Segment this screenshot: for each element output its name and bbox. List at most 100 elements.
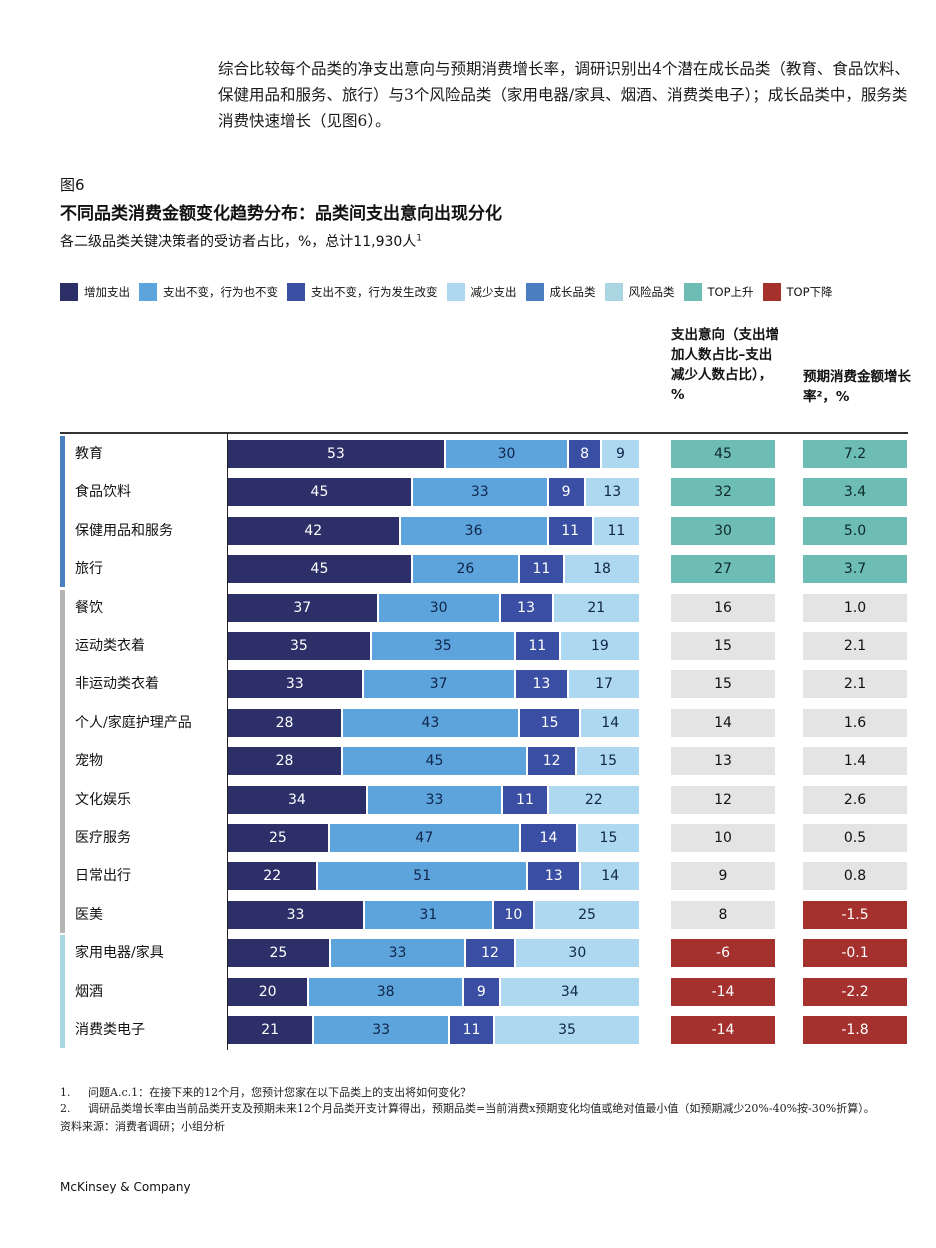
decrease-spend-segment: 30 (515, 939, 639, 968)
category-label: 文化娱乐 (75, 791, 131, 808)
net-intent-value: 9 (671, 862, 775, 891)
unchanged-changed-behavior-segment: 11 (515, 632, 561, 660)
legend-label: 成长品类 (549, 285, 596, 299)
stacked-bar: 33 31 10 25 (228, 900, 639, 929)
source-note: 资料来源：消费者调研；小组分析 (60, 1120, 225, 1133)
decrease-spend-segment: 18 (565, 555, 639, 584)
chart-row: 非运动类衣着 33 37 13 17 15 2.1 (0, 670, 936, 699)
growth-rate-value: -2.2 (803, 977, 907, 1006)
unchanged-same-behavior-segment: 26 (412, 555, 520, 584)
growth-rate-value: 3.4 (803, 478, 907, 507)
chart-row: 餐饮 37 30 13 21 16 1.0 (0, 593, 936, 622)
category-label: 烟酒 (75, 983, 103, 1000)
increase-spend-segment: 53 (228, 440, 446, 468)
chart-row: 保健用品和服务 42 36 11 11 30 5.0 (0, 516, 936, 545)
group-marker (60, 589, 65, 933)
chart-row: 个人/家庭护理产品 28 43 15 14 14 1.6 (0, 708, 936, 737)
stacked-bar: 45 26 11 18 (228, 555, 639, 584)
growth-rate-value: 5.0 (803, 516, 907, 545)
intro-paragraph: 综合比较每个品类的净支出意向与预期消费增长率，调研识别出4个潜在成长品类（教育、… (218, 60, 910, 130)
unchanged-same-behavior-segment: 45 (343, 747, 529, 776)
increase-spend-segment: 45 (228, 478, 413, 507)
footnotes: 1. 问题A.c.1：在接下来的12个月，您预计您家在以下品类上的支出将如何变化？… (60, 1085, 920, 1135)
net-intent-value: -14 (671, 977, 775, 1006)
decrease-spend-segment: 35 (495, 1016, 639, 1044)
stacked-bar: 33 37 13 17 (228, 670, 639, 699)
growth-rate-value: 0.8 (803, 862, 907, 891)
decrease-spend-segment: 14 (581, 708, 639, 737)
legend-item: 风险品类 (604, 283, 675, 301)
figure-title: 不同品类消费金额变化趋势分布：品类间支出意向出现分化 (60, 204, 502, 224)
increase-spend-segment: 42 (228, 516, 401, 545)
figure-subtitle-text: 各二级品类关键决策者的受访者占比，%，总计11,930人 (60, 234, 417, 250)
figure-subtitle: 各二级品类关键决策者的受访者占比，%，总计11,930人1 (60, 231, 422, 251)
legend-item: 支出不变，行为发生改变 (287, 283, 438, 301)
legend-label: TOP下降 (786, 285, 833, 299)
legend-swatch (683, 283, 702, 301)
legend-item: 减少支出 (446, 283, 517, 301)
net-intent-value: 13 (671, 747, 775, 776)
unchanged-changed-behavior-segment: 11 (519, 555, 565, 584)
unchanged-changed-behavior-segment: 10 (493, 900, 536, 929)
increase-spend-segment: 25 (228, 824, 330, 852)
legend-item: TOP上升 (683, 283, 754, 301)
decrease-spend-segment: 25 (535, 900, 639, 929)
stacked-bar: 28 43 15 14 (228, 708, 639, 737)
decrease-spend-segment: 14 (581, 862, 639, 891)
chart-row: 教育 53 30 8 9 45 7.2 (0, 440, 936, 468)
footnote: 2. 调研品类增长率由当前品类开支及预期未来12个月品类开支计算得出，预期品类=当… (60, 1101, 920, 1117)
increase-spend-segment: 22 (228, 862, 319, 891)
legend-swatch (287, 283, 305, 301)
unchanged-changed-behavior-segment: 9 (464, 977, 501, 1006)
unchanged-changed-behavior-segment: 15 (519, 708, 582, 737)
decrease-spend-segment: 11 (593, 516, 639, 545)
net-intent-value: 45 (671, 440, 775, 468)
stacked-bar: 20 38 9 34 (228, 977, 639, 1006)
footnote-text: 问题A.c.1：在接下来的12个月，您预计您家在以下品类上的支出将如何变化？ (88, 1086, 472, 1099)
unchanged-changed-behavior-segment: 11 (449, 1016, 496, 1044)
unchanged-changed-behavior-segment: 13 (528, 862, 582, 891)
increase-spend-segment: 33 (228, 670, 364, 699)
category-label: 个人/家庭护理产品 (75, 714, 192, 731)
category-label: 旅行 (75, 561, 103, 578)
brand-logo-text: McKinsey & Company (60, 1180, 191, 1194)
decrease-spend-segment: 22 (548, 785, 639, 814)
category-label: 保健用品和服务 (75, 522, 173, 539)
unchanged-changed-behavior-segment: 12 (528, 747, 578, 776)
unchanged-same-behavior-segment: 33 (314, 1016, 450, 1044)
increase-spend-segment: 21 (228, 1016, 315, 1044)
unchanged-changed-behavior-segment: 13 (500, 593, 554, 622)
stacked-bar: 35 35 11 19 (228, 632, 639, 660)
legend-label: 支出不变，行为也不变 (163, 285, 278, 299)
net-intent-value: 10 (671, 824, 775, 852)
footnote-list: 1. 问题A.c.1：在接下来的12个月，您预计您家在以下品类上的支出将如何变化？… (60, 1085, 920, 1117)
legend-swatch (446, 283, 465, 301)
growth-rate-value: -1.5 (803, 900, 907, 929)
footnote-number: 1. (60, 1086, 71, 1099)
increase-spend-segment: 34 (228, 785, 368, 814)
stacked-bar: 37 30 13 21 (228, 593, 639, 622)
growth-rate-value: 2.6 (803, 785, 907, 814)
category-label: 教育 (75, 446, 103, 462)
growth-rate-value: -0.1 (803, 939, 907, 968)
net-intent-value: 15 (671, 670, 775, 699)
decrease-spend-segment: 15 (577, 747, 639, 776)
stacked-bar: 42 36 11 11 (228, 516, 639, 545)
net-intent-column-header: 支出意向（支出增加人数占比–支出减少人数占比），% (671, 327, 779, 403)
decrease-spend-segment: 15 (577, 824, 639, 852)
footnote: 1. 问题A.c.1：在接下来的12个月，您预计您家在以下品类上的支出将如何变化？ (60, 1085, 920, 1101)
legend-swatch (762, 283, 781, 301)
unchanged-same-behavior-segment: 31 (364, 900, 494, 929)
legend-swatch (525, 283, 544, 301)
unchanged-same-behavior-segment: 30 (445, 440, 570, 468)
net-intent-value: 27 (671, 555, 775, 584)
growth-rate-value: 0.5 (803, 824, 907, 852)
category-label: 宠物 (75, 753, 103, 770)
chart-axis-line (227, 434, 228, 1050)
net-intent-value: 32 (671, 478, 775, 507)
footnote-ref-1: 1 (416, 233, 423, 244)
chart-row: 宠物 28 45 12 15 13 1.4 (0, 747, 936, 776)
unchanged-same-behavior-segment: 33 (367, 785, 504, 814)
chart-row: 家用电器/家具 25 33 12 30 -6 -0.1 (0, 939, 936, 968)
unchanged-changed-behavior-segment: 11 (548, 516, 594, 545)
